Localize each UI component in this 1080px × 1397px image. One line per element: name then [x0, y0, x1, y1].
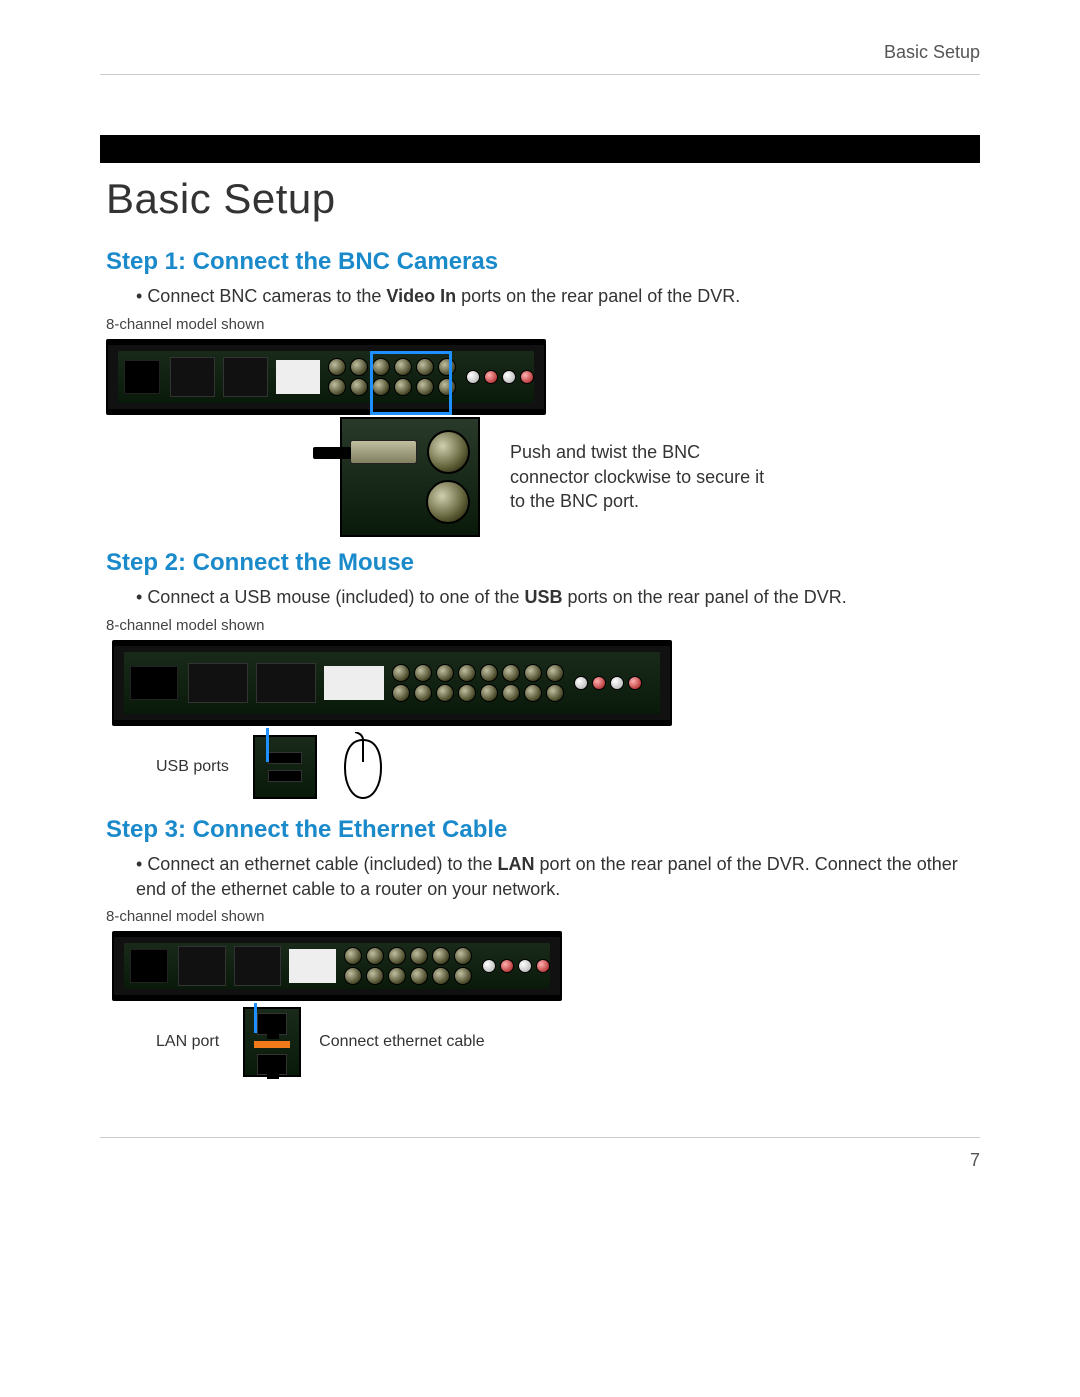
bnc-port-icon: [480, 664, 498, 682]
header-section-label: Basic Setup: [100, 40, 980, 75]
video-in-bnc-grid: [344, 947, 472, 985]
bnc-port-icon: [502, 664, 520, 682]
bnc-port-icon: [414, 664, 432, 682]
step2-heading: Step 2: Connect the Mouse: [106, 547, 980, 579]
bnc-port-icon: [438, 358, 456, 376]
bnc-port-icon: [546, 684, 564, 702]
step3-dvr-panel: [112, 931, 562, 1001]
step1-heading: Step 1: Connect the BNC Cameras: [106, 246, 980, 278]
bnc-port-icon: [388, 947, 406, 965]
bnc-port-icon: [410, 967, 428, 985]
audio-rca-icons: [482, 959, 550, 973]
hdmi-vga-block-icon: [234, 946, 281, 986]
step2-bullet: Connect a USB mouse (included) to one of…: [136, 585, 980, 609]
lan-port-zoom-inset: [243, 1007, 301, 1077]
audio-rca-icons: [574, 676, 642, 690]
step1-bullet-pre: Connect BNC cameras to the: [147, 286, 386, 306]
bnc-port-icon: [328, 358, 346, 376]
video-in-bnc-grid: [392, 664, 564, 702]
bnc-port-icon: [372, 358, 390, 376]
bnc-port-icon: [524, 684, 542, 702]
bnc-port-icon: [426, 480, 470, 524]
step3-bullet-bold: LAN: [498, 854, 535, 874]
ethernet-cable-icon: [254, 1041, 290, 1048]
bnc-port-icon: [392, 684, 410, 702]
lan-port-icon: [257, 1054, 287, 1075]
bnc-port-icon: [394, 358, 412, 376]
bnc-port-icon: [546, 664, 564, 682]
step3-heading: Step 3: Connect the Ethernet Cable: [106, 814, 980, 846]
audio-rca-icons: [466, 370, 534, 384]
bnc-port-icon: [366, 947, 384, 965]
bnc-port-icon: [454, 947, 472, 965]
bnc-port-icon: [416, 378, 434, 396]
power-socket-icon: [130, 949, 168, 983]
bnc-port-icon: [432, 967, 450, 985]
step2-caption: 8-channel model shown: [106, 616, 980, 636]
step3-bullet: Connect an ethernet cable (included) to …: [136, 852, 980, 901]
step2-bullet-bold: USB: [525, 587, 563, 607]
lan-port-icon: [257, 1013, 287, 1034]
ethernet-cable-label: Connect ethernet cable: [319, 1031, 484, 1053]
usb-slot-icon: [268, 752, 302, 764]
spec-label-icon: [289, 949, 336, 983]
bnc-port-icon: [454, 967, 472, 985]
bnc-port-icon: [350, 358, 368, 376]
page-title: Basic Setup: [106, 171, 980, 228]
step2-bullet-pre: Connect a USB mouse (included) to one of…: [147, 587, 524, 607]
bnc-port-icon: [350, 378, 368, 396]
bnc-port-icon: [524, 664, 542, 682]
lan-usb-block-icon: [188, 663, 248, 703]
title-black-bar: [100, 135, 980, 163]
bnc-port-icon: [394, 378, 412, 396]
bnc-connector-icon: [350, 440, 417, 464]
bnc-port-icon: [458, 664, 476, 682]
step2-bullet-post: ports on the rear panel of the DVR.: [563, 587, 847, 607]
step1-caption: 8-channel model shown: [106, 315, 980, 335]
step3-caption: 8-channel model shown: [106, 907, 980, 927]
bnc-port-icon: [458, 684, 476, 702]
lan-port-label: LAN port: [156, 1031, 219, 1053]
step1-dvr-panel: [106, 339, 546, 415]
step3-bullet-pre: Connect an ethernet cable (included) to …: [147, 854, 497, 874]
lan-usb-block-icon: [178, 946, 225, 986]
bnc-port-icon: [416, 358, 434, 376]
power-socket-icon: [124, 360, 160, 394]
bnc-zoom-inset: [340, 417, 480, 537]
bnc-port-icon: [366, 967, 384, 985]
bnc-port-icon: [480, 684, 498, 702]
bnc-port-icon: [436, 664, 454, 682]
bnc-port-icon: [410, 947, 428, 965]
hdmi-vga-block-icon: [256, 663, 316, 703]
step2-dvr-panel: [112, 640, 672, 726]
spec-label-icon: [324, 666, 384, 700]
page-number: 7: [100, 1137, 980, 1172]
bnc-port-icon: [414, 684, 432, 702]
usb-callout-line: [266, 728, 269, 762]
video-in-bnc-grid: [328, 358, 456, 396]
bnc-port-icon: [427, 430, 470, 474]
bnc-port-icon: [436, 684, 454, 702]
bnc-port-icon: [344, 967, 362, 985]
bnc-port-icon: [438, 378, 456, 396]
spec-label-icon: [276, 360, 320, 394]
hdmi-vga-block-icon: [223, 357, 268, 397]
usb-ports-zoom-inset: [253, 735, 317, 799]
bnc-port-icon: [502, 684, 520, 702]
usb-slot-icon: [268, 770, 302, 782]
bnc-port-icon: [328, 378, 346, 396]
bnc-port-icon: [372, 378, 390, 396]
step1-bullet-post: ports on the rear panel of the DVR.: [456, 286, 740, 306]
bnc-port-icon: [388, 967, 406, 985]
step1-bullet-bold: Video In: [386, 286, 456, 306]
bnc-port-icon: [432, 947, 450, 965]
step1-bullet: Connect BNC cameras to the Video In port…: [136, 284, 980, 308]
mouse-icon: [335, 732, 391, 802]
power-socket-icon: [130, 666, 178, 700]
lan-usb-block-icon: [170, 357, 215, 397]
usb-ports-label: USB ports: [156, 756, 229, 778]
bnc-port-icon: [392, 664, 410, 682]
step1-callout-text: Push and twist the BNC connector clockwi…: [510, 440, 770, 513]
bnc-port-icon: [344, 947, 362, 965]
